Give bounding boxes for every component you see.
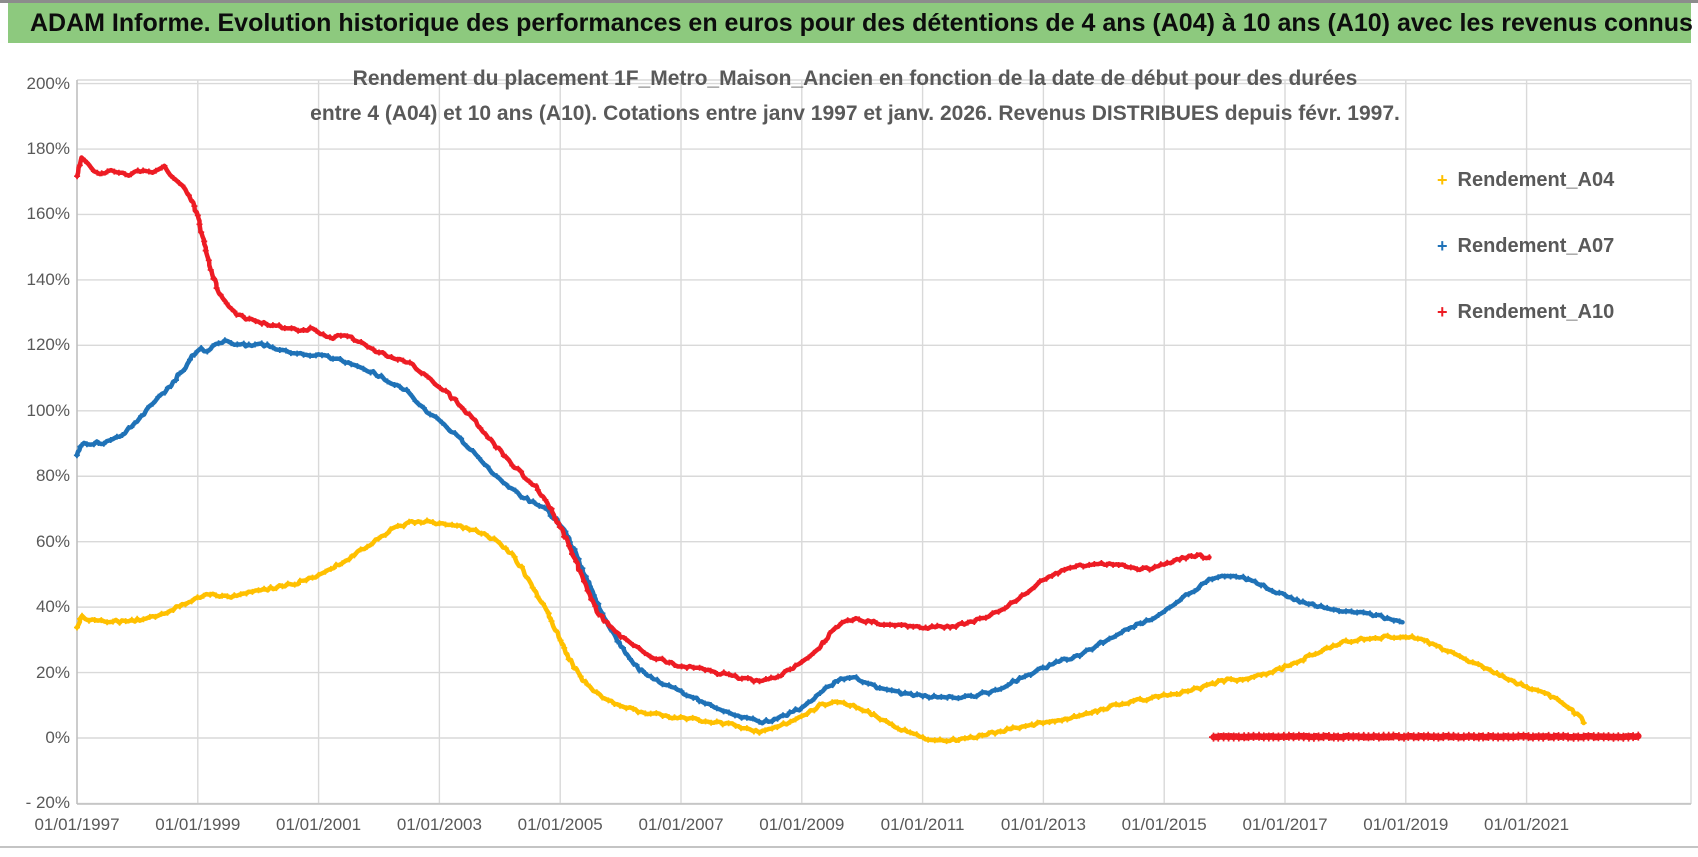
series-rendement_a04: [74, 517, 1587, 745]
y-axis-label: 140%: [26, 269, 70, 289]
plus-marker-icon: +: [1437, 302, 1448, 322]
legend-label: Rendement_A04: [1457, 168, 1615, 191]
y-axis-label: 160%: [26, 204, 70, 224]
y-axis-label: 100%: [26, 400, 70, 420]
legend-label: Rendement_A10: [1457, 300, 1615, 323]
chart-title: Rendement du placement 1F_Metro_Maison_A…: [300, 61, 1410, 131]
y-axis-label: 180%: [26, 139, 70, 159]
series-rendement_a07: [73, 337, 1405, 726]
y-axis-label: 40%: [35, 597, 70, 617]
y-axis-label: 80%: [35, 466, 70, 486]
x-axis-label: 01/01/2013: [1000, 815, 1086, 834]
plot-svg: [73, 79, 1692, 805]
x-axis-label: 01/01/2001: [276, 815, 362, 834]
x-axis-label: 01/01/2011: [880, 815, 965, 834]
chart-title-line1: Rendement du placement 1F_Metro_Maison_A…: [352, 67, 1358, 90]
legend-item-rendement-a04[interactable]: + Rendement_A04: [1437, 167, 1614, 193]
legend-item-rendement-a10[interactable]: + Rendement_A10: [1437, 299, 1614, 325]
x-axis-label: 01/01/2015: [1121, 815, 1207, 834]
legend-item-rendement-a07[interactable]: + Rendement_A07: [1437, 233, 1614, 259]
header-title: ADAM Informe. Evolution historique des p…: [30, 8, 1698, 37]
series-rendement_a10: [74, 155, 1212, 685]
x-axis-label: 01/01/2019: [1363, 815, 1449, 834]
bottom-border: [0, 846, 1698, 848]
performance-chart: Rendement du placement 1F_Metro_Maison_A…: [0, 43, 1698, 846]
x-axis-label: 01/01/1999: [155, 815, 241, 834]
y-axis-label: 20%: [35, 662, 70, 682]
x-axis-label: 01/01/2009: [759, 815, 845, 834]
plus-marker-icon: +: [1437, 170, 1448, 190]
x-axis-label: 01/01/2003: [396, 815, 482, 834]
header-bar: ADAM Informe. Evolution historique des p…: [8, 3, 1698, 43]
legend-label: Rendement_A07: [1457, 234, 1615, 257]
chart-title-line2: entre 4 (A04) et 10 ans (A10). Cotations…: [310, 102, 1400, 125]
series-rendement_a10-zero-segment: [1209, 731, 1642, 742]
top-border: [0, 0, 1698, 3]
plus-marker-icon: +: [1437, 236, 1448, 256]
y-axis-label: - 20%: [25, 793, 70, 813]
legend: + Rendement_A04 + Rendement_A07 + Rendem…: [1437, 167, 1614, 365]
x-axis-label: 01/01/2007: [638, 815, 724, 834]
y-axis-label: 0%: [45, 728, 70, 747]
x-axis-label: 01/01/2021: [1484, 815, 1570, 834]
x-axis-label: 01/01/1997: [34, 815, 120, 834]
x-axis-label: 01/01/2005: [517, 815, 603, 834]
y-axis-label: 60%: [35, 531, 70, 551]
x-axis-label: 01/01/2017: [1242, 815, 1328, 834]
y-axis-label: 200%: [26, 73, 70, 93]
y-axis-label: 120%: [26, 335, 70, 355]
